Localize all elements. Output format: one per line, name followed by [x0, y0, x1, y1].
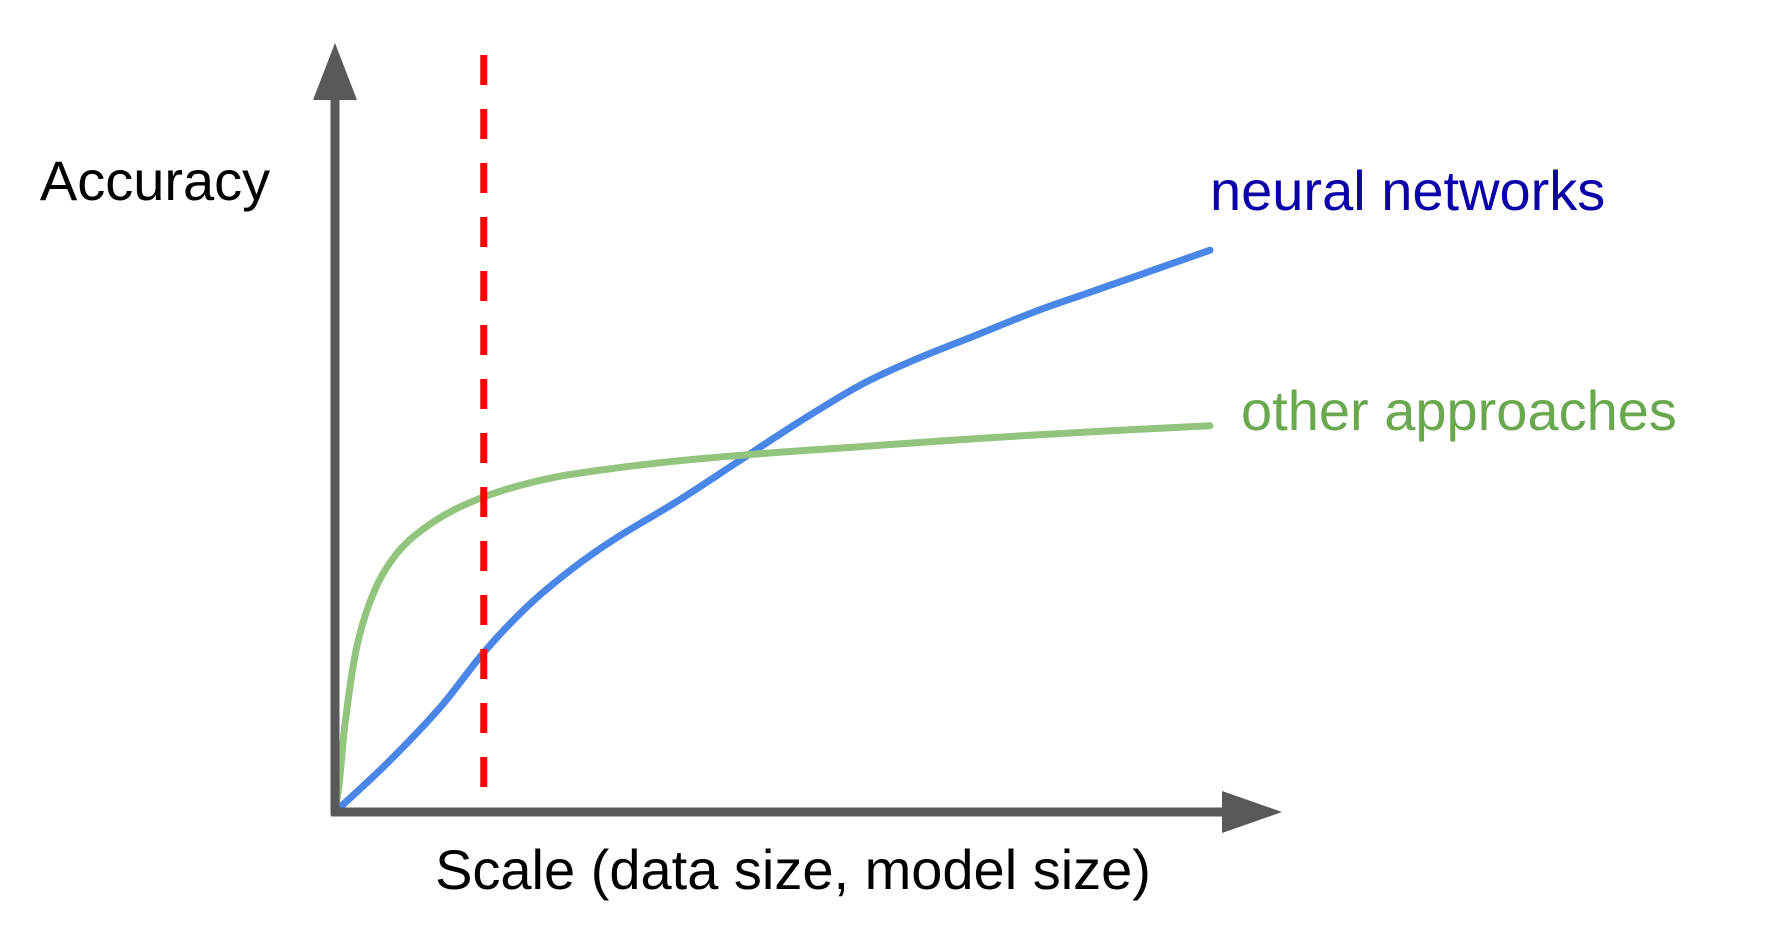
- series-layer: [331, 246, 1214, 816]
- series-label-other-approaches: other approaches: [1241, 379, 1677, 442]
- series-line-other-approaches: [331, 422, 1214, 816]
- x-axis-arrowhead: [1222, 791, 1282, 833]
- y-axis-arrowhead: [313, 43, 357, 100]
- series-line-neural-networks: [331, 246, 1214, 816]
- axes-layer: [313, 43, 1282, 833]
- series-label-neural-networks: neural networks: [1210, 159, 1605, 222]
- y-axis-label: Accuracy: [40, 149, 270, 212]
- x-axis-label: Scale (data size, model size): [435, 838, 1151, 901]
